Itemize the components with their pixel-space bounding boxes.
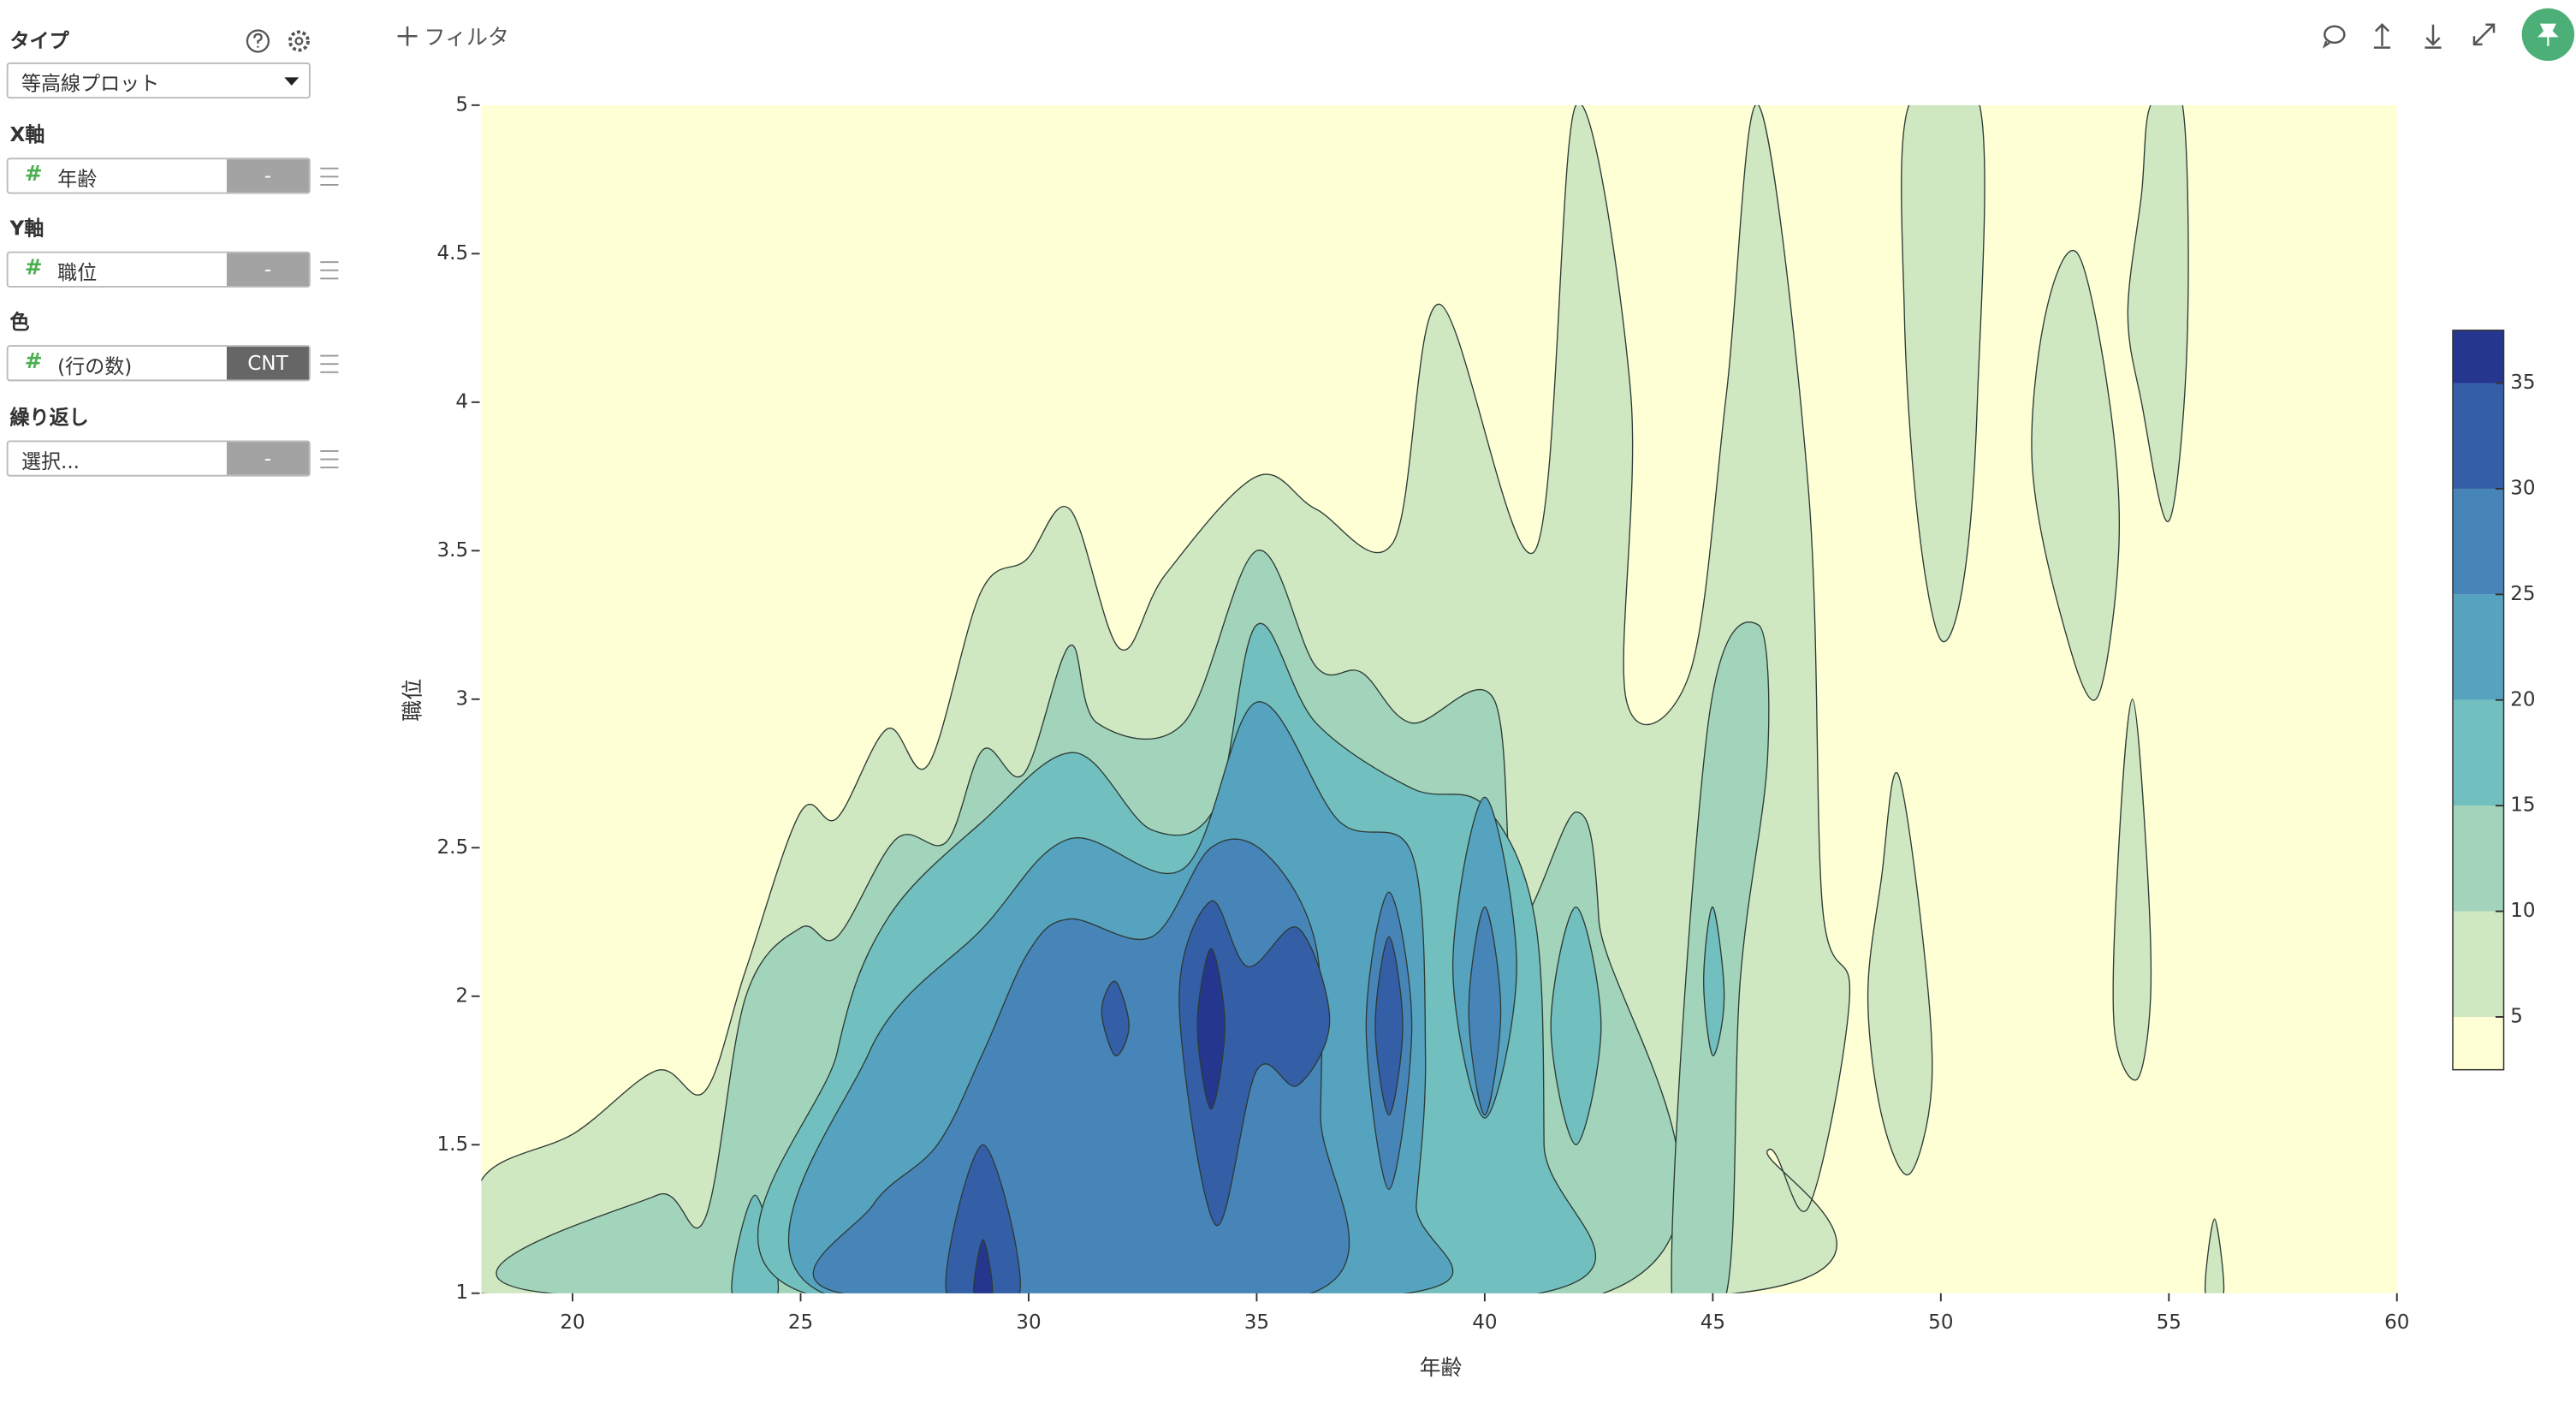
y-tick-label: 1.5: [436, 1133, 468, 1156]
filter-text: フィルタ: [424, 26, 509, 51]
field-aggregation[interactable]: -: [226, 442, 309, 475]
colorbar-band: [2453, 383, 2504, 489]
type-icons: [246, 29, 310, 53]
pin-button[interactable]: [2521, 8, 2575, 62]
colorbar-band: [2453, 330, 2504, 383]
colorbar-band: [2453, 1016, 2504, 1070]
field-label: 繰り返し: [9, 406, 89, 430]
type-label: タイプ: [9, 29, 69, 53]
contour-band: [2031, 250, 2121, 701]
drag-handle[interactable]: [320, 167, 339, 186]
y-tick-label: 3.5: [436, 539, 468, 562]
expand-icon[interactable]: [2472, 23, 2496, 46]
field-value: 職位: [57, 261, 98, 285]
field-aggregation[interactable]: -: [226, 159, 309, 193]
contour-band: [2127, 104, 2189, 522]
contour-band: [1374, 936, 1404, 1116]
y-tick-label: 4.5: [436, 242, 468, 265]
field-label: X軸: [9, 122, 45, 146]
contour-band: [973, 1239, 994, 1293]
field-icon: #: [24, 349, 43, 375]
y-axis-title: 職位: [401, 679, 425, 722]
contour-band: [2205, 1218, 2225, 1293]
drag-handle[interactable]: [320, 354, 339, 373]
dropdown-arrow: [284, 77, 300, 86]
contour-band: [1550, 907, 1602, 1145]
colorbar-tick-label: 15: [2510, 794, 2535, 817]
x-axis-title: 年齢: [1420, 1355, 1463, 1380]
field-aggregation[interactable]: -: [226, 253, 309, 287]
toolbar-icons: [2322, 8, 2575, 62]
y-tick-label: 5: [455, 93, 468, 116]
colorbar-tick-label: 20: [2510, 688, 2535, 710]
field-label: 色: [9, 310, 30, 334]
field-icon: #: [24, 256, 43, 282]
x-tick-label: 60: [2384, 1311, 2409, 1334]
contour-band: [1901, 104, 1985, 643]
contour-band: [945, 1144, 1021, 1293]
field-label: Y軸: [9, 217, 45, 241]
colorbar-tick-label: 30: [2510, 477, 2535, 499]
x-tick-label: 45: [1701, 1311, 1725, 1334]
field-box[interactable]: # 年齢 -: [6, 158, 311, 194]
y-tick-label: 2.5: [436, 836, 468, 859]
contour-band: [1468, 907, 1502, 1116]
field-value: 選択...: [21, 449, 80, 473]
filter-button[interactable]: フィルタ: [397, 20, 509, 51]
colorbar-band: [2453, 594, 2504, 700]
field-box[interactable]: # (行の数) CNT: [6, 345, 311, 382]
type-select[interactable]: 等高線プロット: [6, 62, 311, 99]
field-box[interactable]: # 職位 -: [6, 251, 311, 288]
x-tick-label: 55: [2157, 1311, 2181, 1334]
y-tick-label: 1: [455, 1281, 468, 1304]
contour-band: [2112, 699, 2152, 1081]
y-tick-label: 4: [455, 390, 468, 413]
y-tick-label: 3: [455, 687, 468, 710]
drag-handle[interactable]: [320, 261, 339, 280]
x-tick-label: 30: [1016, 1311, 1041, 1334]
x-tick-label: 50: [1928, 1311, 1953, 1334]
help-icon[interactable]: [246, 29, 270, 53]
x-tick-label: 25: [788, 1311, 813, 1334]
field-icon: #: [24, 163, 43, 187]
colorbar-tick-label: 10: [2510, 900, 2535, 922]
contour-layer: [481, 104, 2397, 1293]
x-tick-label: 35: [1244, 1311, 1269, 1334]
x-tick-label: 40: [1472, 1311, 1497, 1334]
download-icon[interactable]: [2425, 24, 2442, 49]
type-value: 等高線プロット: [21, 72, 160, 96]
colorbar-band: [2453, 806, 2504, 912]
contour-band: [1703, 907, 1725, 1056]
field-value: 年齢: [57, 167, 98, 191]
x-tick-label: 20: [560, 1311, 585, 1334]
colorbar-tick-label: 35: [2510, 372, 2535, 394]
colorbar-band: [2453, 488, 2504, 595]
field-box[interactable]: 選択... -: [6, 440, 311, 477]
upload-icon[interactable]: [2373, 23, 2391, 49]
drag-handle[interactable]: [320, 449, 339, 469]
field-aggregation[interactable]: CNT: [226, 347, 309, 380]
comment-icon[interactable]: [2322, 25, 2346, 49]
plus-icon: [397, 26, 418, 46]
contour-band: [1867, 771, 1933, 1176]
field-value: (行の数): [57, 354, 133, 378]
colorbar-band: [2453, 699, 2504, 806]
colorbar-band: [2453, 911, 2504, 1017]
y-tick-label: 2: [455, 984, 468, 1007]
colorbar-tick-label: 25: [2510, 583, 2535, 605]
contour-band: [1101, 980, 1130, 1056]
contour-band: [1196, 948, 1226, 1110]
colorbar-tick-label: 5: [2510, 1005, 2523, 1027]
